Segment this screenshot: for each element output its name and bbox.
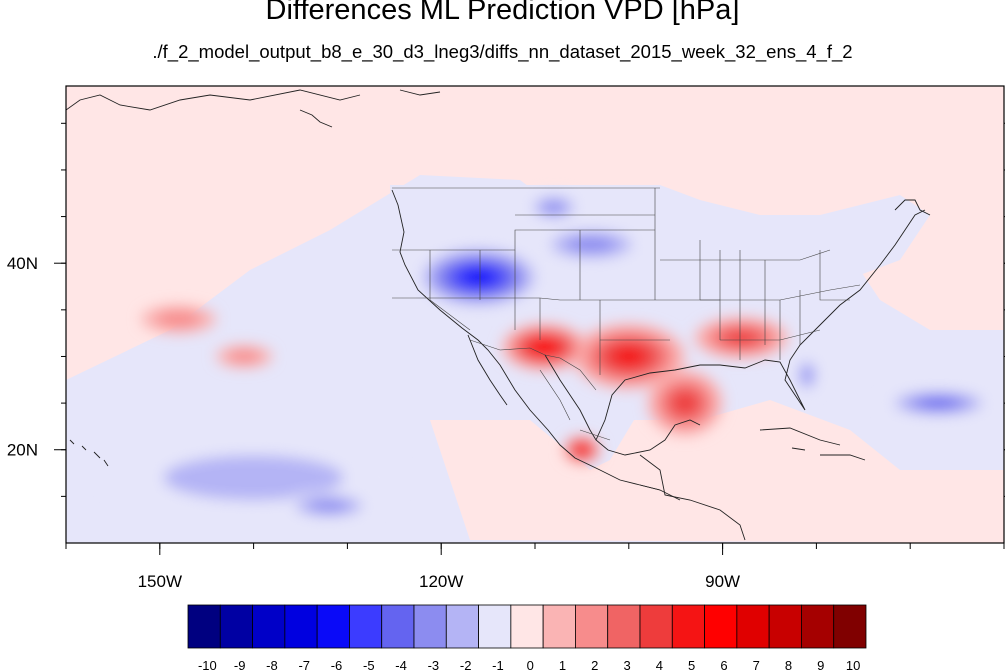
colorbar-swatch [801, 604, 835, 649]
x-tick-label: 150W [138, 572, 182, 591]
colorbar-label: 2 [591, 658, 598, 672]
anomaly-contour [672, 392, 698, 414]
colorbar-label: 6 [720, 658, 727, 672]
y-tick-label: 20N [7, 441, 38, 460]
colorbar-label: 4 [656, 658, 663, 672]
colorbar-label: 0 [527, 658, 534, 672]
colorbar-swatch [768, 604, 802, 649]
colorbar-label: -8 [266, 658, 278, 672]
mexico-border [469, 339, 611, 441]
colorbar-swatch [704, 604, 738, 649]
colorbar-swatch [219, 604, 253, 649]
colorbar-swatch [349, 604, 383, 649]
anomaly-contour [534, 341, 555, 353]
anomaly-contour [567, 236, 616, 253]
colorbar-swatch [445, 604, 479, 649]
anomaly-contour [613, 347, 645, 366]
anomaly-contour [156, 310, 202, 328]
map-subtitle: ./f_2_model_output_b8_e_30_d3_lneg3/diff… [152, 41, 853, 62]
colorbar-swatch [252, 604, 286, 649]
colorbar-label: -5 [363, 658, 375, 672]
colorbar-swatch [607, 604, 641, 649]
colorbar-swatch [413, 604, 447, 649]
colorbar-label: 9 [817, 658, 824, 672]
colorbar-label: 7 [753, 658, 760, 672]
colorbar-swatch [639, 604, 673, 649]
x-tick-label: 90W [705, 572, 740, 591]
colorbar-label: 8 [785, 658, 792, 672]
anomaly-contour [227, 349, 262, 364]
anomaly-contour [919, 398, 958, 408]
anomaly-contour [308, 499, 349, 512]
colorbar-swatch [510, 604, 544, 649]
anomaly-contour [725, 330, 757, 345]
colorbar-swatch [542, 604, 576, 649]
y-tick-label: 40N [7, 254, 38, 273]
colorbar-swatch [284, 604, 318, 649]
anomaly-contour [163, 455, 344, 501]
colorbar-label: 5 [688, 658, 695, 672]
colorbar-label: 3 [623, 658, 630, 672]
anomaly-contour [802, 367, 812, 384]
anomaly-fields [103, 193, 995, 520]
map-title: Differences ML Prediction VPD [hPa] [265, 0, 740, 26]
colorbar-swatch [736, 604, 770, 649]
colorbar-label: -6 [331, 658, 343, 672]
colorbar-label: -7 [298, 658, 310, 672]
colorbar-label: -2 [460, 658, 472, 672]
colorbar-swatch [833, 604, 867, 649]
colorbar-label: 10 [846, 658, 860, 672]
colorbar-swatch [478, 604, 512, 649]
colorbar-swatch [316, 604, 350, 649]
x-tick-label: 120W [419, 572, 463, 591]
colorbar-label: -1 [492, 658, 504, 672]
colorbar-swatch [671, 604, 705, 649]
us-state-borders [392, 187, 861, 375]
colorbar-label: -10 [198, 658, 217, 672]
ocean-light-pink-north [66, 86, 1004, 380]
axis-ticks: 150W 120W 90W 40N 20N [7, 122, 1005, 591]
colorbar-label: 1 [559, 658, 566, 672]
colorbar-swatch [187, 604, 221, 649]
anomaly-contour [463, 269, 494, 285]
colorbar-label: -4 [395, 658, 407, 672]
colorbar-swatch [575, 604, 609, 649]
colorbar: -10 -9 -8 -7 -6 -5 -4 -3 -2 -1 0 1 2 3 4 5 6 7 8 9 10 [187, 604, 867, 672]
colorbar-label: -9 [234, 658, 246, 672]
anomaly-contour [541, 201, 566, 214]
coastlines [66, 89, 931, 541]
colorbar-label: -3 [428, 658, 440, 672]
colorbar-swatch [381, 604, 415, 649]
anomaly-contour [577, 446, 587, 453]
